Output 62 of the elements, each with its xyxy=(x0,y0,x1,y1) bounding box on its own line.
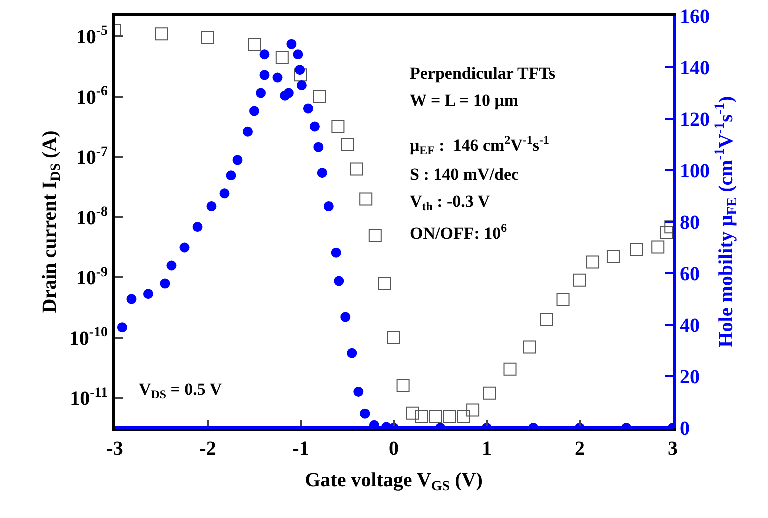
point xyxy=(586,256,600,269)
annotation: Perpendicular TFTs xyxy=(410,64,556,83)
point xyxy=(368,229,382,242)
point xyxy=(276,51,289,64)
point xyxy=(466,404,480,417)
y-tick-label: 10$^{-7}$ xyxy=(76,144,108,170)
point xyxy=(332,120,345,134)
point xyxy=(556,293,570,306)
y2-tick-label: 0 xyxy=(680,418,690,440)
point xyxy=(406,406,420,420)
y-tick-label: 10$^{-6}$ xyxy=(76,84,108,109)
y-tick-label: 10$^{-9}$ xyxy=(76,265,108,290)
point xyxy=(540,313,554,326)
point xyxy=(388,331,400,344)
annotation: W = L = 10 μm xyxy=(410,91,519,110)
y2-tick-label: 20 xyxy=(680,366,700,388)
annotation: V$_{DS}$ = 0.5 V xyxy=(139,380,223,402)
annotation: S : 140 mV/dec xyxy=(410,165,520,184)
x-tick-label: 1 xyxy=(482,438,492,460)
point xyxy=(574,274,586,287)
point xyxy=(294,68,308,82)
point xyxy=(378,277,392,290)
annotation: μ$_{EF}$ : 146 cm$^{2}$V$^{-1}$s$^{-1}$ xyxy=(410,133,550,158)
x-tick-label: 3 xyxy=(668,438,678,460)
point xyxy=(660,226,673,240)
y2-tick-label: 60 xyxy=(680,264,700,286)
y2-tick-label: 100 xyxy=(680,160,710,182)
point xyxy=(652,240,665,254)
point xyxy=(523,340,536,354)
x-tick-label: 0 xyxy=(389,438,399,460)
point xyxy=(606,250,620,264)
point xyxy=(341,138,354,152)
point xyxy=(504,362,517,376)
y2-tick-label: 80 xyxy=(680,212,700,234)
y2-tick-label: 160 xyxy=(680,6,710,28)
point xyxy=(155,28,168,41)
point xyxy=(350,162,364,176)
point xyxy=(248,38,261,52)
x-axis-title: Gate voltage V$_{GS}$ (V) xyxy=(305,470,483,495)
point xyxy=(443,410,456,424)
point xyxy=(360,192,373,206)
point xyxy=(483,386,496,400)
point xyxy=(630,243,644,256)
point xyxy=(457,410,470,424)
point xyxy=(396,379,410,392)
y-tick-label: 10$^{-10}$ xyxy=(69,326,108,350)
point xyxy=(429,410,442,424)
y2-tick-label: 40 xyxy=(680,315,700,337)
point xyxy=(415,410,428,424)
x-tick-label: -3 xyxy=(106,438,124,460)
x-tick-label: -2 xyxy=(200,438,216,460)
point xyxy=(313,90,326,104)
y2-tick-label: 120 xyxy=(680,109,710,131)
annotation: ON/OFF: 10$^{6}$ xyxy=(410,221,508,244)
x-tick-label: 2 xyxy=(575,438,585,460)
x-tick-label: -1 xyxy=(292,438,310,460)
y2-tick-label: 140 xyxy=(680,58,710,80)
y-tick-label: 10$^{-11}$ xyxy=(70,386,108,410)
y-tick-label: 10$^{-8}$ xyxy=(76,205,108,230)
point xyxy=(202,31,214,44)
y-tick-label: 10$^{-5}$ xyxy=(76,24,108,49)
annotation: V$_{th}$ : -0.3 V xyxy=(410,192,491,214)
